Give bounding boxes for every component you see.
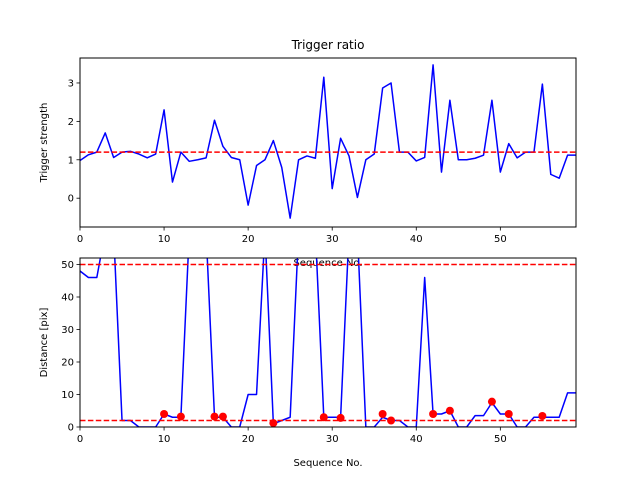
x-tick-label: 0: [77, 434, 83, 445]
y-axis-label: Distance [pix]: [39, 308, 50, 378]
data-point: [487, 397, 496, 406]
x-tick-label: 30: [326, 234, 339, 245]
plot-area: [80, 258, 576, 427]
data-point: [319, 413, 328, 422]
chart-distance: 0 10 20 30 40 50 0 10 20 30 40 50 Sequence No. Distan…: [39, 257, 577, 469]
data-point: [176, 412, 185, 421]
y-tick-label: 0: [68, 423, 74, 434]
series-line: [80, 64, 576, 219]
data-point: [538, 411, 547, 420]
y-tick-label: 10: [61, 390, 74, 401]
x-tick-label: 50: [494, 234, 507, 245]
data-point: [429, 410, 438, 418]
y-tick-label: 20: [61, 358, 74, 369]
x-axis-label: Sequence No.: [293, 258, 362, 269]
x-tick-label: 40: [410, 234, 423, 245]
y-tick-label: 3: [68, 78, 74, 89]
y-tick-label: 1: [68, 155, 74, 166]
x-tick-label: 30: [326, 434, 339, 445]
data-point: [445, 406, 454, 415]
y-tick-label: 50: [61, 260, 74, 271]
y-tick-label: 0: [68, 194, 74, 205]
x-tick-label: 20: [242, 234, 255, 245]
y-tick-label: 2: [68, 117, 74, 128]
chart-trigger-ratio: 0 10 20 30 40 50 0 1 2 3 Sequence No. Trigger stren…: [39, 38, 577, 269]
data-point: [378, 410, 387, 418]
plot-area: [80, 64, 576, 219]
x-tick-label: 0: [77, 234, 83, 245]
axes-frame: [79, 57, 577, 228]
x-tick-label: 10: [158, 434, 171, 445]
x-tick-label: 20: [242, 434, 255, 445]
x-tick-label: 10: [158, 234, 171, 245]
y-tick-label: 30: [61, 325, 74, 336]
data-point: [504, 410, 513, 418]
axes-frame: [79, 257, 577, 428]
data-point: [218, 412, 227, 421]
x-tick-label: 50: [494, 434, 507, 445]
y-tick-label: 40: [61, 293, 74, 304]
data-point: [160, 410, 169, 418]
chart-title: Trigger ratio: [291, 38, 365, 52]
x-tick-label: 40: [410, 434, 423, 445]
y-axis-label: Trigger strength: [39, 103, 50, 184]
data-point: [210, 412, 219, 421]
x-axis-label: Sequence No.: [293, 458, 362, 469]
